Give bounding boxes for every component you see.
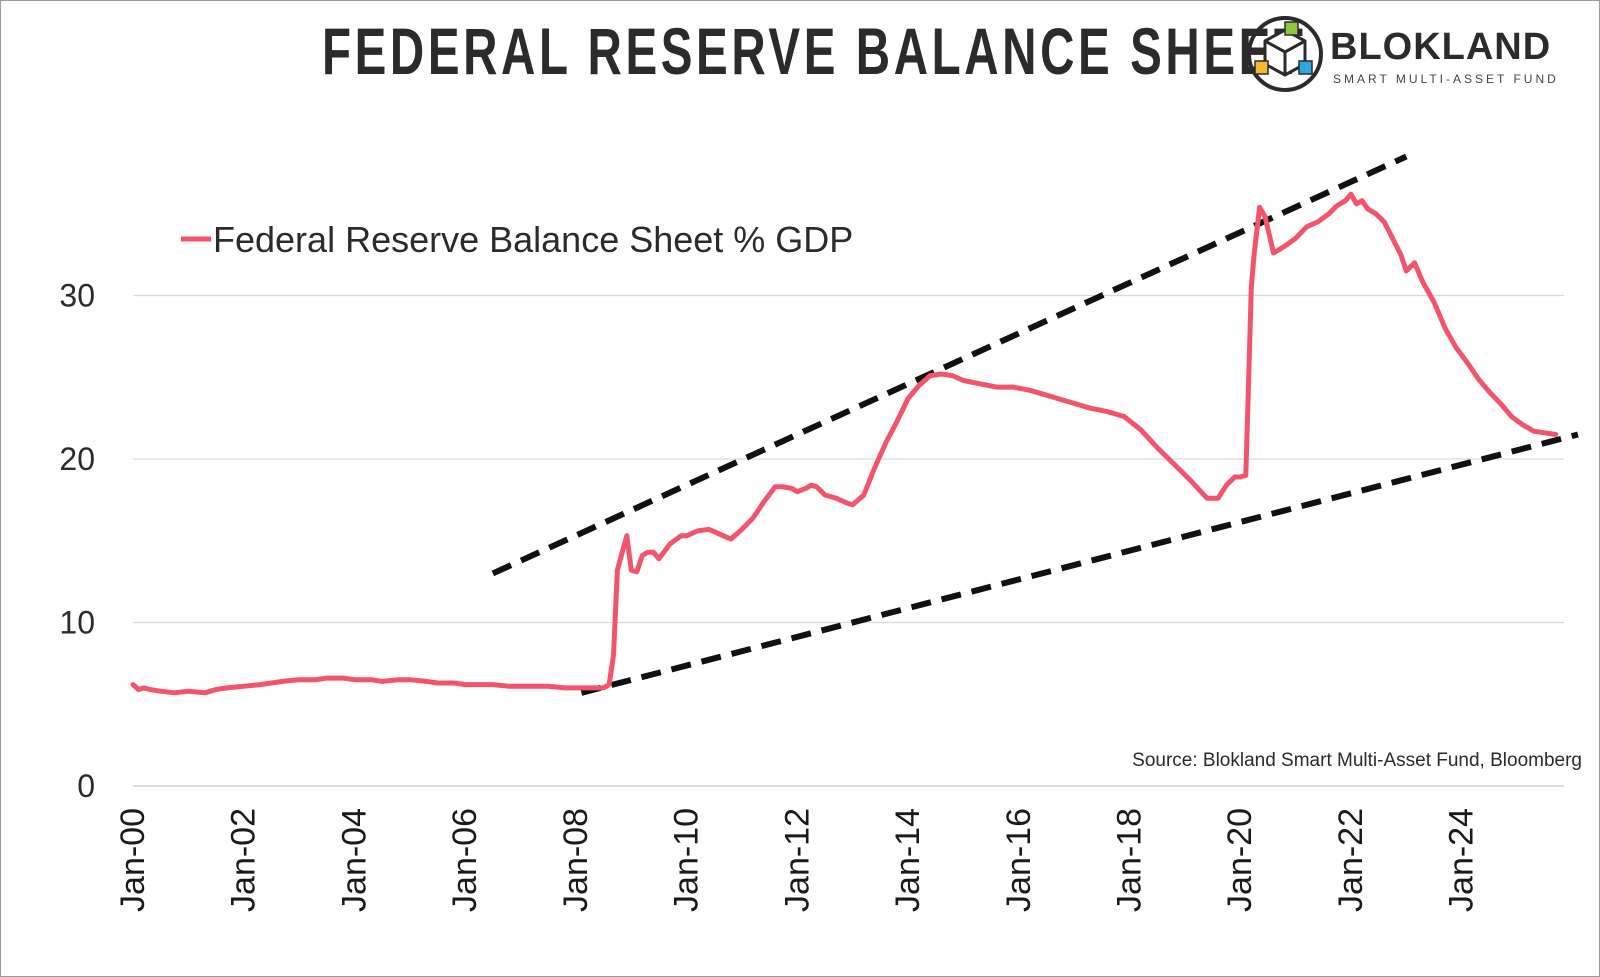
x-tick-label: Jan-10: [668, 808, 706, 912]
trendlines: [491, 153, 1579, 696]
y-tick-label: 0: [77, 768, 95, 804]
brand-logo: BLOKLAND SMART MULTI-ASSET FUND: [1245, 14, 1585, 94]
page-title: FEDERAL RESERVE BALANCE SHEET: [322, 14, 1307, 88]
x-axis-ticks: Jan-00 Jan-02 Jan-04 Jan-06 Jan-08 Jan-10 Jan-…: [114, 808, 1481, 912]
y-axis-ticks: 0 10 20 30: [59, 278, 95, 805]
legend: Federal Reserve Balance Sheet % GDP: [181, 219, 853, 260]
x-tick-label: Jan-14: [889, 808, 927, 912]
x-tick-label: Jan-04: [335, 808, 373, 912]
x-tick-label: Jan-12: [778, 808, 816, 912]
x-tick-label: Jan-20: [1221, 808, 1259, 912]
x-tick-label: Jan-16: [1000, 808, 1038, 912]
logo-name: BLOKLAND: [1330, 26, 1552, 68]
y-tick-label: 30: [59, 278, 95, 314]
source-note: Source: Blokland Smart Multi-Asset Fund,…: [1132, 750, 1582, 771]
x-tick-label: Jan-02: [225, 808, 263, 912]
lower-trendline: [580, 431, 1579, 696]
x-tick-label: Jan-22: [1332, 808, 1370, 912]
upper-trendline: [491, 153, 1408, 577]
series-lines: [130, 191, 1559, 696]
legend-label: Federal Reserve Balance Sheet % GDP: [213, 219, 853, 260]
x-tick-label: Jan-18: [1111, 808, 1149, 912]
cube-logo-icon: [1247, 16, 1323, 92]
y-tick-label: 10: [59, 605, 95, 641]
x-tick-label: Jan-24: [1443, 808, 1481, 912]
x-tick-label: Jan-06: [446, 808, 484, 912]
grid-lines: [133, 294, 1564, 787]
y-tick-label: 20: [59, 441, 95, 477]
x-tick-label: Jan-00: [114, 808, 152, 912]
series-line-fed-balance-sheet: [130, 191, 1559, 696]
logo-tagline: SMART MULTI-ASSET FUND: [1333, 72, 1559, 86]
x-tick-label: Jan-08: [557, 808, 595, 912]
